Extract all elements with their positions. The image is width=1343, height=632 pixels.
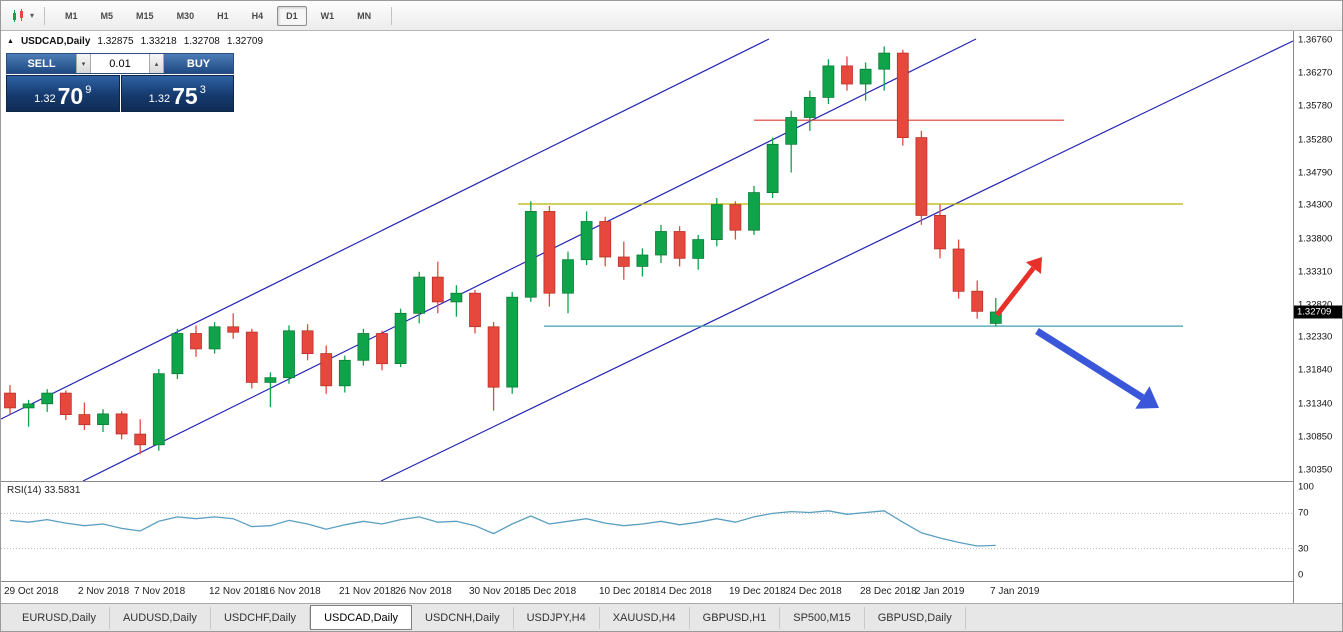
timeframe-button-h4[interactable]: H4 [251,10,264,21]
rsi-tick-label: 30 [1298,543,1309,555]
ohlc-low: 1.32708 [183,36,220,47]
one-click-trade-panel: SELL ▾ ▴ BUY 1.32 70 9 1.32 [6,53,234,112]
bearish-scenario-arrow[interactable] [1035,328,1159,409]
rsi-tick-label: 70 [1298,507,1309,519]
lot-size-input[interactable] [91,54,149,73]
date-label: 10 Dec 2018 [599,586,656,597]
price-tick-label: 1.31840 [1298,364,1333,376]
price-tick-label: 1.36270 [1298,67,1333,79]
buy-button[interactable]: BUY [164,54,233,73]
timeframe-button-d1[interactable]: D1 [277,5,307,26]
chart-workspace: ▲ USDCAD,Daily 1.32875 1.33218 1.32708 1… [1,31,1342,603]
candlestick-style-icon [13,8,23,22]
main-chart-pane[interactable]: ▲ USDCAD,Daily 1.32875 1.33218 1.32708 1… [1,31,1293,481]
ohlc-high: 1.33218 [140,36,177,47]
sell-button[interactable]: SELL [7,54,76,73]
rsi-canvas [1,510,1293,550]
timeframe-button-m1[interactable]: M1 [65,10,78,21]
date-label: 2 Jan 2019 [915,586,965,597]
date-label: 16 Nov 2018 [264,586,321,597]
lot-decrease-button[interactable]: ▾ [76,54,91,73]
sell-price-pips: 70 [57,83,84,109]
date-label: 14 Dec 2018 [655,586,712,597]
price-chart-canvas[interactable] [1,31,1293,481]
date-label: 7 Nov 2018 [134,586,186,597]
price-tick-label: 1.30350 [1298,464,1333,476]
date-label: 30 Nov 2018 [469,586,526,597]
current-price-badge: 1.32709 [1294,305,1342,319]
price-tick-label: 1.31340 [1298,398,1333,410]
rsi-line [9,510,996,547]
date-label: 2 Nov 2018 [78,586,130,597]
buy-price-point: 3 [199,84,206,96]
rsi-indicator-pane: RSI(14) 33.5831 [1,481,1293,581]
tab-eurusd-daily[interactable]: EURUSD,Daily [9,607,110,629]
rsi-indicator-label: RSI(14) 33.5831 [7,485,81,496]
buy-price-display[interactable]: 1.32 75 3 [120,75,234,112]
price-tick-label: 1.33800 [1298,233,1333,245]
date-label: 26 Nov 2018 [395,586,452,597]
buy-price-pips: 75 [172,83,198,109]
toolbar-separator [44,6,46,25]
price-tick-label: 1.32820 [1298,300,1332,311]
price-tick-label: 1.34790 [1298,167,1333,179]
tab-usdjpy-h4[interactable]: USDJPY,H4 [514,607,600,629]
date-label: 29 Oct 2018 [4,586,59,597]
tab-usdcad-daily[interactable]: USDCAD,Daily [310,605,413,630]
lot-increase-button[interactable]: ▴ [149,54,164,73]
price-tick-label: 1.33310 [1298,266,1333,278]
tab-usdchf-daily[interactable]: USDCHF,Daily [211,607,311,629]
rsi-tick-label: 100 [1298,481,1314,493]
timeframe-button-m15[interactable]: M15 [136,10,154,21]
price-tick-label: 1.35280 [1298,134,1333,146]
candlestick-series [4,46,1002,455]
symbol-header: ▲ USDCAD,Daily 1.32875 1.33218 1.32708 1… [7,36,263,47]
bullish-scenario-arrow[interactable] [995,257,1042,317]
toolbar: ▾ M1 M5 M15 M30 H1 H4 D1 W1 MN [1,1,1342,31]
tab-audusd-daily[interactable]: AUDUSD,Daily [110,607,211,629]
date-label: 19 Dec 2018 [729,586,786,597]
date-axis[interactable]: 29 Oct 2018 2 Nov 2018 7 Nov 2018 12 Nov 20… [1,581,1293,603]
date-label: 12 Nov 2018 [209,586,266,597]
timeframe-button-w1[interactable]: W1 [320,10,335,21]
tab-usdcnh-daily[interactable]: USDCNH,Daily [412,607,514,629]
date-label: 24 Dec 2018 [785,586,842,597]
price-tick-label: 1.35780 [1298,100,1333,112]
tab-gbpusd-daily[interactable]: GBPUSD,Daily [865,607,966,629]
chart-tab-bar: EURUSD,Daily AUDUSD,Daily USDCHF,Daily USDC… [1,603,1342,631]
timeframe-button-m30[interactable]: M30 [176,10,195,21]
ohlc-open: 1.32875 [97,36,134,47]
symbol-name: USDCAD,Daily [20,36,91,47]
rsi-tick-label: 0 [1298,569,1304,581]
indicator-tool-group[interactable]: ▾ [7,8,38,24]
price-tick-label: 1.32330 [1298,331,1333,343]
timeframe-button-m5[interactable]: M5 [100,10,114,21]
timeframe-button-mn[interactable]: MN [357,10,372,21]
price-tick-label: 1.30850 [1298,431,1333,443]
sell-price-display[interactable]: 1.32 70 9 [6,75,120,112]
date-label: 5 Dec 2018 [525,586,577,597]
timeframe-button-group: M1 M5 M15 M30 H1 H4 D1 W1 MN [51,5,385,26]
tab-sp500-m15[interactable]: SP500,M15 [780,607,865,629]
timeframe-button-h1[interactable]: H1 [217,10,229,21]
tab-xauusd-h4[interactable]: XAUUSD,H4 [600,607,690,629]
date-label: 7 Jan 2019 [990,586,1040,597]
price-scale[interactable]: 1.36760 1.36270 1.35780 1.35280 1.34790 1.343… [1293,31,1342,603]
dropdown-caret-icon[interactable]: ▾ [30,11,35,20]
tab-gbpusd-h1[interactable]: GBPUSD,H1 [690,607,781,629]
date-label: 28 Dec 2018 [860,586,917,597]
chart-column: ▲ USDCAD,Daily 1.32875 1.33218 1.32708 1… [1,31,1293,603]
price-tick-label: 1.34300 [1298,199,1333,211]
buy-price-base: 1.32 [148,93,171,105]
chart-marker-icon: ▲ [7,38,14,45]
toolbar-separator [391,6,393,25]
price-tick-label: 1.36760 [1298,34,1333,46]
sell-price-point: 9 [85,84,92,96]
ohlc-close: 1.32709 [226,36,264,47]
date-label: 21 Nov 2018 [339,586,396,597]
sell-price-base: 1.32 [34,93,56,105]
